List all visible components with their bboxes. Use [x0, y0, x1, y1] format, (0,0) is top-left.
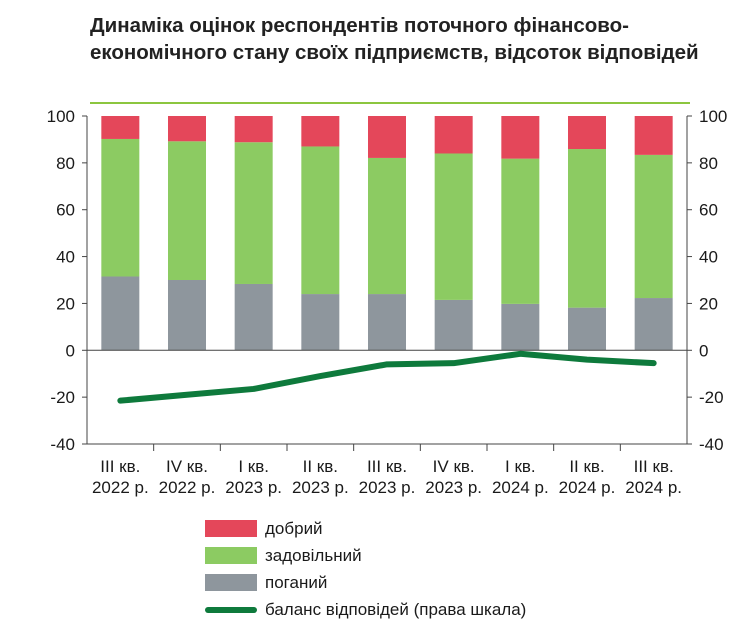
- bar-satisfactory-7: [568, 149, 606, 308]
- category-label-4: III кв. 2023 р.: [359, 457, 416, 497]
- left-tick-label: 40: [56, 248, 75, 267]
- category-label-3: II кв. 2023 р.: [292, 457, 349, 497]
- bar-bad-5: [434, 299, 473, 351]
- right-axis-ticks: 100 80 60 40 20 0 -20 -40: [687, 107, 727, 454]
- right-tick-label: 100: [699, 107, 727, 126]
- right-tick-label: -20: [699, 388, 724, 407]
- bar-good-6: [501, 116, 540, 159]
- bar-satisfactory-8: [634, 154, 673, 299]
- left-tick-label: 20: [56, 294, 75, 313]
- left-tick-label: 80: [56, 154, 75, 173]
- left-tick-label: 60: [56, 201, 75, 220]
- bar-bad-1: [168, 280, 206, 351]
- bar-bad-8: [634, 298, 673, 351]
- legend-item-bad: поганий: [205, 569, 526, 596]
- right-tick-label: 40: [699, 248, 718, 267]
- bar-satisfactory-6: [501, 158, 540, 304]
- right-tick-label: 60: [699, 201, 718, 220]
- category-label-8: III кв. 2024 р.: [625, 457, 682, 497]
- bar-satisfactory-0: [101, 138, 140, 277]
- category-label-6: I кв. 2024 р.: [492, 457, 549, 497]
- plot-frame: [86, 116, 688, 451]
- legend-item-satisfactory: задовільний: [205, 542, 526, 569]
- category-label-2: I кв. 2023 р.: [225, 457, 282, 497]
- legend-swatch-balance: [205, 606, 257, 613]
- balance-line-layer: [117, 350, 657, 404]
- legend-swatch-good: [205, 520, 257, 537]
- bar-satisfactory-5: [434, 153, 473, 300]
- bar-good-1: [168, 116, 206, 142]
- bar-good-7: [568, 116, 606, 150]
- legend-label-balance: баланс відповідей (права шкала): [265, 599, 527, 619]
- category-label-5: IV кв. 2023 р.: [425, 457, 482, 497]
- bar-bad-0: [101, 276, 140, 351]
- category-label-0: III кв. 2022 р.: [92, 457, 149, 497]
- chart-title: Динаміка оцінок респондентів поточного ф…: [90, 14, 699, 64]
- right-tick-label: 20: [699, 294, 718, 313]
- legend: добрий задовільний поганий баланс відпов…: [205, 515, 526, 623]
- legend-swatch-bad: [205, 574, 257, 591]
- bar-bad-4: [368, 294, 406, 351]
- bar-good-0: [101, 116, 140, 139]
- title-divider: [90, 102, 690, 104]
- legend-label-good: добрий: [265, 518, 323, 538]
- legend-swatch-satisfactory: [205, 547, 257, 564]
- bar-bad-6: [501, 303, 540, 351]
- left-tick-label: 0: [66, 341, 75, 360]
- bar-good-2: [234, 116, 273, 143]
- bars-layer: [101, 116, 673, 351]
- bar-bad-7: [568, 307, 606, 351]
- bar-satisfactory-2: [234, 142, 273, 284]
- bar-good-8: [634, 116, 673, 155]
- left-axis-ticks: 100 80 60 40 20 0 -20 -40: [47, 107, 87, 454]
- legend-item-good: добрий: [205, 515, 526, 542]
- legend-item-balance: баланс відповідей (права шкала): [205, 596, 526, 623]
- bar-satisfactory-1: [168, 141, 206, 280]
- left-tick-label: 100: [47, 107, 75, 126]
- category-labels: III кв. 2022 р.IV кв. 2022 р.I кв. 2023 р.I…: [92, 457, 682, 497]
- left-tick-label: -20: [50, 388, 75, 407]
- right-tick-label: 0: [699, 341, 708, 360]
- bar-good-5: [434, 116, 473, 154]
- right-tick-label: 80: [699, 154, 718, 173]
- balance-line: [117, 350, 657, 404]
- legend-label-bad: поганий: [265, 572, 328, 592]
- category-label-1: IV кв. 2022 р.: [159, 457, 216, 497]
- stacked-bar-chart: 100 80 60 40 20 0 -20 -40 100 80 60 40 20 0 -20 -40 II…: [47, 107, 728, 497]
- bar-satisfactory-4: [368, 157, 406, 295]
- bar-bad-3: [301, 294, 340, 351]
- bar-bad-2: [234, 283, 273, 351]
- category-label-7: II кв. 2024 р.: [559, 457, 616, 497]
- bar-satisfactory-3: [301, 146, 340, 295]
- bar-good-4: [368, 116, 406, 158]
- bar-good-3: [301, 116, 340, 147]
- right-tick-label: -40: [699, 435, 724, 454]
- legend-label-satisfactory: задовільний: [265, 545, 362, 565]
- left-tick-label: -40: [50, 435, 75, 454]
